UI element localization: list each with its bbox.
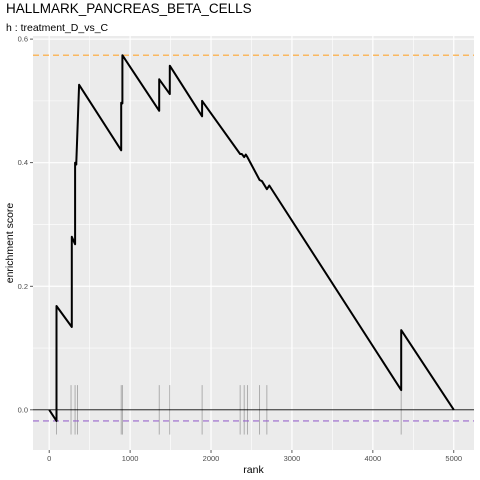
x-axis-title: rank	[243, 464, 264, 476]
x-axis: 0 1000 2000 3000 4000 5000	[47, 450, 462, 463]
enrichment-score-line	[48, 54, 455, 422]
x-tick-label: 1000	[122, 454, 139, 463]
chart-title: HALLMARK_PANCREAS_BETA_CELLS	[6, 1, 252, 16]
x-tick-label: 2000	[203, 454, 220, 463]
x-tick-label: 0	[47, 454, 51, 463]
plot-panel	[33, 36, 474, 450]
series-layer	[48, 54, 455, 422]
y-tick-label: 0.2	[18, 282, 28, 291]
reference-lines	[33, 54, 474, 422]
y-axis-title: enrichment score	[4, 203, 16, 284]
x-tick-label: 5000	[445, 454, 462, 463]
y-tick-label: 0.0	[18, 405, 28, 414]
y-tick-label: 0.4	[18, 158, 28, 167]
x-tick-label: 3000	[284, 454, 301, 463]
x-tick-label: 4000	[365, 454, 382, 463]
chart-subtitle: h : treatment_D_vs_C	[6, 22, 109, 34]
y-axis: 0.0 0.2 0.4 0.6	[18, 35, 33, 414]
y-tick-label: 0.6	[18, 35, 28, 44]
